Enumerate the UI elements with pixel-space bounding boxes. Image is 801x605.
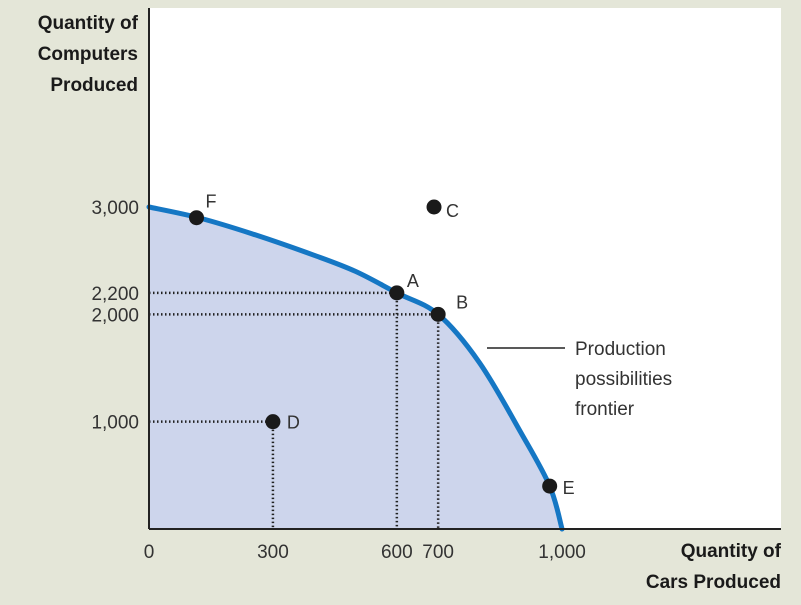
point-c [426, 199, 442, 215]
x-tick-label: 600 [381, 542, 413, 563]
y-axis-title-line: Computers [37, 44, 138, 65]
point-label-c: C [446, 201, 459, 221]
point-label-b: B [456, 292, 468, 312]
frontier-label-line: possibilities [575, 369, 672, 390]
x-tick-label: 700 [422, 542, 454, 563]
point-f [189, 210, 205, 226]
point-a [389, 285, 405, 301]
point-label-a: A [407, 271, 419, 291]
point-b [430, 306, 446, 322]
x-axis-title: Quantity of Cars Produced [646, 536, 781, 598]
point-e [542, 478, 558, 494]
frontier-label-line: Production [575, 339, 666, 360]
x-tick-label: 1,000 [538, 542, 586, 563]
frontier-area [149, 207, 563, 529]
x-axis-title-line: Cars Produced [645, 572, 781, 593]
y-axis-title: Quantity of Computers Produced [38, 8, 138, 101]
x-tick-label: 0 [144, 542, 155, 563]
x-tick-label: 300 [257, 542, 289, 563]
point-label-e: E [563, 478, 575, 498]
point-label-d: D [287, 413, 300, 433]
y-axis-title-line: Produced [50, 75, 138, 96]
y-tick-label: 3,000 [91, 198, 139, 219]
y-tick-label: 2,000 [91, 305, 139, 326]
frontier-label-line: frontier [575, 399, 635, 420]
x-axis-title-line: Quantity of [680, 541, 781, 562]
y-tick-label: 1,000 [91, 413, 139, 434]
point-label-f: F [206, 192, 217, 212]
y-axis-title-line: Quantity of [37, 13, 138, 34]
point-d [265, 414, 281, 430]
y-tick-label: 2,200 [91, 284, 139, 305]
